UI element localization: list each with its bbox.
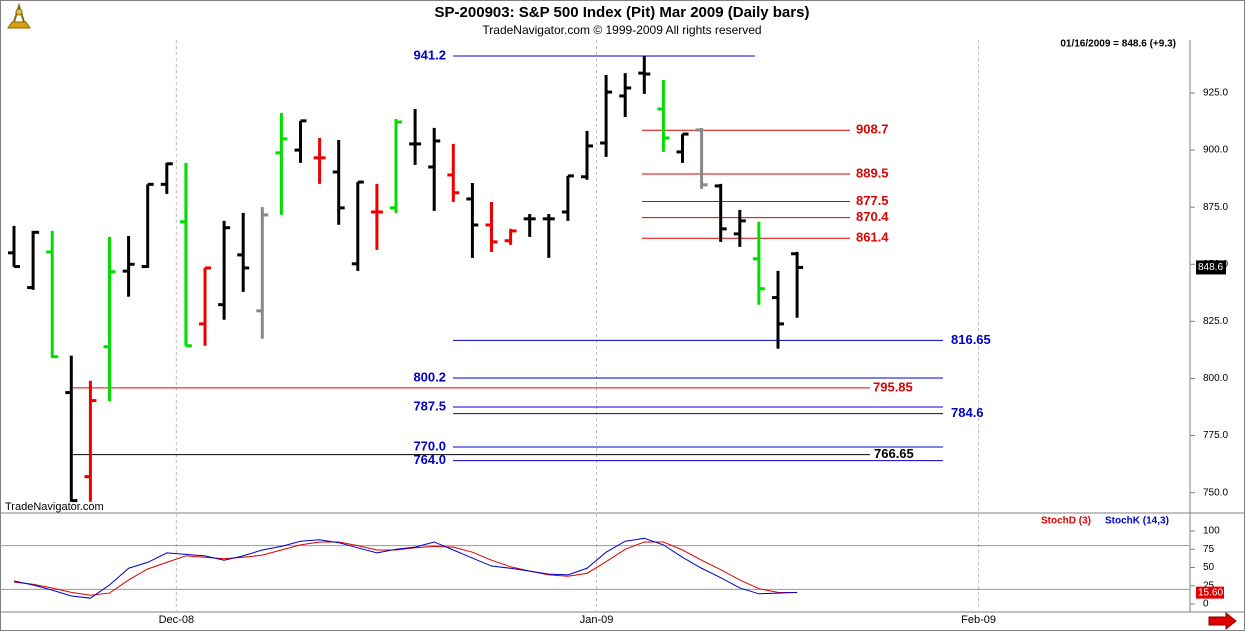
level-label: 800.2: [413, 369, 446, 384]
y-tick-label: 775.0: [1203, 430, 1228, 441]
scroll-arrow[interactable]: [1208, 611, 1237, 631]
y2-tick-label: 100: [1203, 526, 1220, 537]
level-label: 795.85: [873, 379, 913, 394]
y-tick-label: 750.0: [1203, 487, 1228, 498]
level-label: 764.0: [413, 452, 446, 467]
last-value-box: [1196, 586, 1224, 599]
level-label: 908.7: [856, 122, 889, 137]
level-label: 766.65: [874, 446, 914, 461]
x-tick-label: Dec-08: [159, 614, 194, 626]
y-tick-label: 900.0: [1203, 145, 1228, 156]
x-tick-label: Feb-09: [961, 614, 996, 626]
last-bar-info: 01/16/2009 = 848.6 (+9.3): [1060, 39, 1176, 50]
y2-tick-label: 25: [1203, 580, 1215, 591]
level-label: 816.65: [951, 332, 991, 347]
y2-tick-label: 0: [1203, 599, 1209, 610]
y2-tick-label: 50: [1203, 562, 1215, 573]
level-label: 787.5: [413, 398, 446, 413]
level-label: 870.4: [856, 209, 889, 224]
level-label: 784.6: [951, 405, 984, 420]
y-tick-label: 925.0: [1203, 88, 1228, 99]
watermark: TradeNavigator.com: [5, 501, 104, 513]
last-value-label: 15.60: [1198, 587, 1223, 598]
y-tick-label: 825.0: [1203, 316, 1228, 327]
chart-subtitle: TradeNavigator.com © 1999-2009 All right…: [482, 23, 761, 37]
y-tick-label: 800.0: [1203, 373, 1228, 384]
level-label: 770.0: [413, 438, 446, 453]
level-label: 941.2: [413, 47, 446, 62]
last-price-box: [1196, 260, 1226, 275]
chart-title: SP-200903: S&P 500 Index (Pit) Mar 2009 …: [435, 4, 810, 21]
last-price-label: 848.6: [1198, 262, 1223, 273]
legend-entry: StochD (3): [1041, 516, 1091, 527]
y2-tick-label: 75: [1203, 544, 1215, 555]
level-label: 861.4: [856, 230, 889, 245]
indicator-line: [13, 541, 798, 596]
indicator-line: [13, 537, 798, 599]
y-tick-label: 875.0: [1203, 202, 1228, 213]
logo: [7, 2, 31, 29]
level-label: 877.5: [856, 193, 889, 208]
level-label: 889.5: [856, 165, 889, 180]
legend-entry: StochK (14,3): [1105, 516, 1169, 527]
x-tick-label: Jan-09: [580, 614, 614, 626]
